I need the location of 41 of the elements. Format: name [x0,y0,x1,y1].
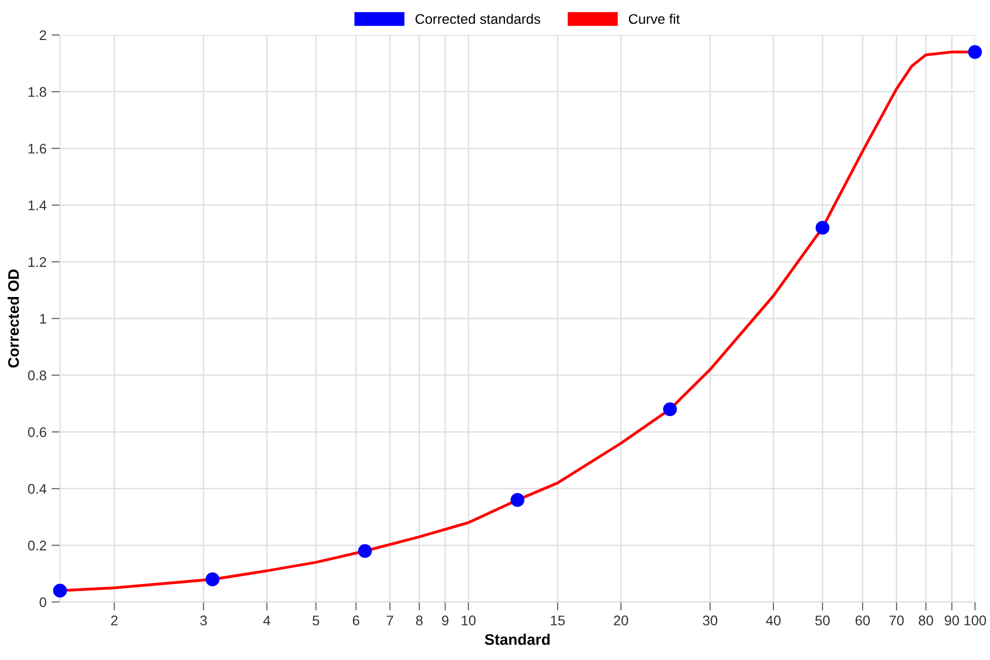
legend-label: Curve fit [628,14,680,24]
x-tick-label: 8 [416,616,423,626]
x-tick-label: 20 [614,616,628,626]
y-tick-label: 1.8 [28,87,46,97]
y-tick-label: 0.4 [28,484,46,494]
x-tick-label: 9 [442,616,448,626]
x-tick-label: 6 [352,616,360,626]
x-tick-label: 80 [918,616,934,626]
y-tick-label: 1.2 [28,257,46,267]
legend-label: Corrected standards [416,14,540,24]
y-tick-label: 0.8 [28,370,46,380]
point [968,45,982,59]
y-axis-title: Corrected OD [8,269,19,368]
x-tick-label: 4 [263,616,270,626]
x-tick-label: 100 [964,616,986,626]
x-tick-label: 70 [890,616,904,626]
point [53,584,67,598]
x-tick-label: 15 [550,616,565,626]
x-tick-label: 60 [856,616,870,626]
point [510,493,524,507]
y-tick-label: 0.2 [28,540,46,550]
x-tick-label: 3 [200,616,207,626]
x-tick-label: 7 [386,616,394,626]
x-tick-label: 10 [462,616,476,626]
y-tick-label: 2 [40,30,46,40]
point [358,544,372,558]
y-tick-label: 0.6 [28,427,46,438]
point [663,402,677,416]
x-tick-label: 2 [111,616,118,626]
x-tick-label: 90 [944,616,959,626]
x-tick-label: 30 [702,616,718,626]
point [816,220,830,235]
x-tick-label: 50 [815,616,830,626]
x-tick-label: 5 [312,616,320,626]
y-tick-label: 1.6 [28,144,46,154]
y-tick-label: 1.4 [28,200,46,210]
x-axis-title: Standard [484,634,550,645]
point [206,572,220,586]
y-tick-label: 1 [40,314,46,324]
x-tick-label: 40 [766,616,781,626]
y-tick-label: 0 [40,597,46,608]
